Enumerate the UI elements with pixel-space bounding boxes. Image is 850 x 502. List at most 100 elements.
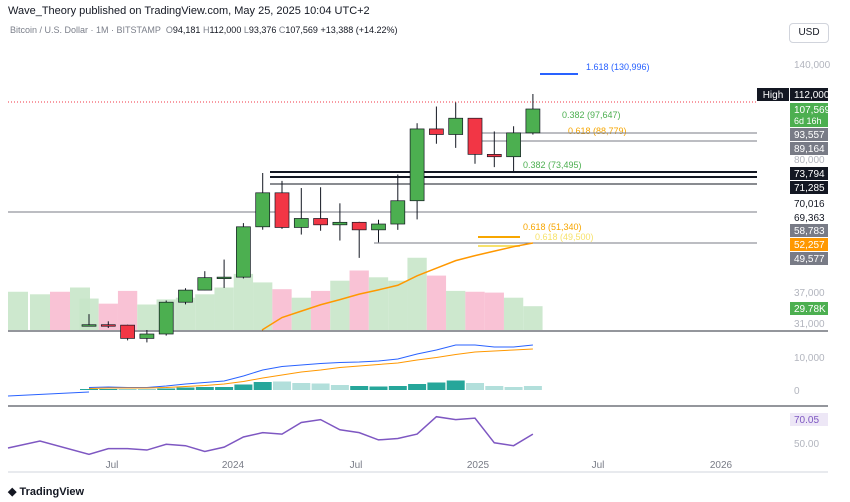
macd-hist-bar — [253, 382, 272, 390]
price-tag-bg — [790, 211, 828, 224]
price-tag-value: 71,285 — [794, 183, 825, 194]
symbol-legend: Bitcoin / U.S. Dollar · 1M · BITSTAMP O9… — [10, 25, 398, 35]
x-tick-label: Jul — [106, 460, 119, 471]
volume-bar — [272, 289, 292, 330]
candle-body — [429, 128, 444, 135]
macd-hist-bar — [176, 387, 195, 390]
axes: Jul 2024 Jul 2025 Jul 2026 140,000 80,000 37,000… — [106, 60, 831, 471]
price-tag-bg — [790, 252, 828, 265]
volume-bar — [426, 275, 447, 330]
candle-body — [139, 333, 155, 339]
macd-axis-label: 0 — [794, 386, 800, 397]
price-tag-countdown: 6d 16h — [794, 116, 822, 126]
close-label: C — [278, 25, 286, 35]
candle-body — [274, 192, 290, 228]
volume-bar — [388, 280, 408, 330]
price-tag-bg — [790, 181, 828, 194]
price-tag-bg — [790, 103, 828, 127]
volume-bar — [368, 277, 389, 330]
macd-hist-bar — [446, 380, 465, 390]
volume-bar — [70, 287, 90, 330]
price-tag-value: 52,257 — [794, 240, 825, 251]
price-tag-bg — [790, 128, 828, 141]
price-tag-bg — [790, 142, 828, 155]
macd-axis-label: 10,000 — [794, 353, 825, 364]
candle-body — [351, 221, 367, 231]
high-label: H — [202, 25, 210, 35]
volume-bar — [446, 290, 466, 330]
y-tick-label: 31,000 — [794, 319, 825, 330]
volume-bar — [407, 257, 427, 330]
volume-bar — [349, 270, 369, 330]
candle-body — [467, 117, 483, 155]
candle-body — [236, 226, 251, 278]
volume-bar — [484, 292, 504, 330]
macd-hist-bar — [369, 386, 388, 390]
volume-bar — [503, 297, 524, 330]
price-tag-value: 73,794 — [794, 169, 825, 180]
candle-body — [216, 276, 232, 279]
price-tag-title: High — [763, 90, 784, 101]
candle-body — [197, 277, 213, 291]
volume-bar — [233, 273, 254, 330]
x-tick-label: 2025 — [467, 460, 490, 471]
macd-hist-bar — [388, 386, 407, 390]
rsi-pane — [7, 415, 534, 456]
macd-hist-bar — [466, 383, 484, 390]
candle-body — [332, 221, 348, 226]
low-label: L — [243, 25, 249, 35]
price-tag-value: 69,363 — [794, 213, 825, 224]
ema-line — [261, 242, 534, 331]
logo-text: TradingView — [19, 486, 85, 498]
price-tag-bg — [790, 88, 828, 101]
macd-hist-bar — [485, 386, 504, 390]
change-value: +13,388 (+14.22%) — [320, 25, 398, 35]
macd-hist-bar — [273, 381, 291, 390]
volume-bar — [310, 290, 331, 330]
candle-body — [100, 324, 116, 327]
candle-body — [313, 218, 328, 226]
ema-polyline — [261, 242, 534, 331]
open-label: O — [165, 25, 173, 35]
macd-hist-bar — [427, 382, 446, 390]
macd-hist-bar — [195, 387, 214, 390]
candles — [81, 94, 541, 343]
volume-bar — [214, 287, 234, 330]
y-tick-label: 80,000 — [794, 155, 825, 166]
candle-body — [371, 223, 386, 231]
volume-bar — [98, 303, 118, 330]
macd-hist-bar — [215, 387, 234, 390]
price-tag-value: 107,569 — [794, 105, 831, 116]
candle-body — [525, 108, 541, 134]
macd-hist-bar — [504, 387, 523, 390]
volume-bar — [8, 291, 28, 330]
price-tag-value: 58,783 — [794, 226, 825, 237]
volume-bar — [175, 297, 196, 330]
x-tick-label: Jul — [592, 460, 605, 471]
candle-body — [255, 192, 271, 228]
fib-level-label: 0.618 (51,340) — [523, 222, 582, 232]
close-value: 107,569 — [285, 25, 318, 35]
macd-hist-bar — [99, 389, 118, 390]
macd-hist-bar — [350, 386, 369, 390]
macd-hist-bar — [292, 383, 311, 390]
y-tick-label: 37,000 — [794, 288, 825, 299]
rsi-tag-bg — [790, 413, 828, 426]
candle-body — [178, 289, 193, 303]
price-tag-bg — [790, 302, 828, 315]
macd-line-left — [7, 391, 90, 397]
x-tick-label: Jul — [350, 460, 363, 471]
volume-bar — [117, 290, 138, 330]
open-value: 94,181 — [172, 25, 201, 35]
macd-hist-bar — [330, 385, 349, 390]
currency-button[interactable]: USD — [789, 23, 829, 43]
macd-hist-bar — [118, 389, 137, 390]
volume-bar — [50, 291, 70, 330]
macd-hist-bar — [234, 384, 253, 390]
macd-line — [88, 344, 533, 388]
price-tag-title-bg — [757, 88, 789, 101]
fib-level-label: 0.382 (73,495) — [523, 160, 582, 170]
volume-bar — [253, 282, 273, 330]
